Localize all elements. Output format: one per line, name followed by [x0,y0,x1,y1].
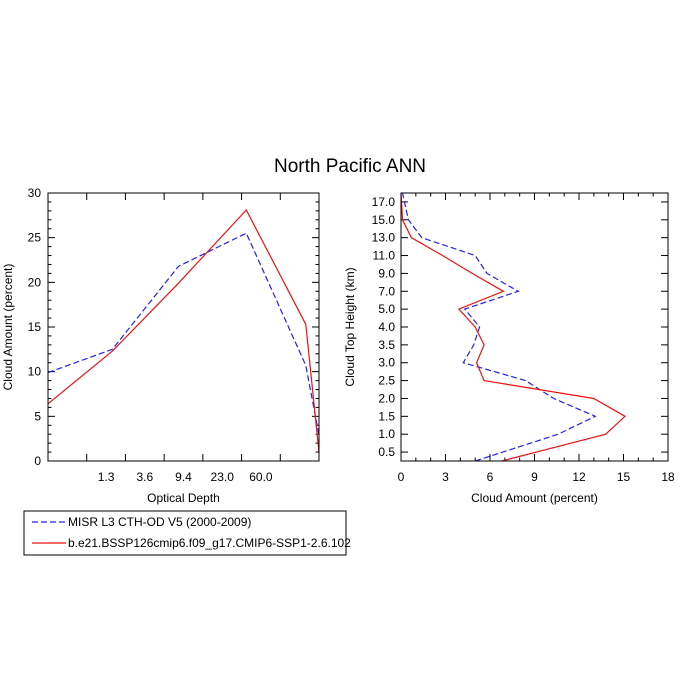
panel2-ytick-label: 7.0 [378,284,395,298]
panel1-xtick-label: 60.0 [249,470,273,484]
panel2-series [400,192,627,462]
panel2-ytick-label: 3.5 [378,338,395,352]
panel1-ytick-label: 25 [28,231,42,245]
panel2-frame [400,192,669,462]
panel2-xlabel: Cloud Amount (percent) [471,491,598,505]
legend-box [23,510,347,556]
panel1-ytick-label: 10 [28,365,42,379]
panel1-tick-labels: 0 5 10 15 20 25 30 1.3 3.6 9.4 23.0 60.0 [28,186,273,484]
panel2-xtick-label: 9 [531,470,538,484]
legend-label-2: b.e21.BSSP126cmip6.f09_g17.CMIP6-SSP1-2.… [68,536,351,550]
series-cesm-line [47,208,320,453]
panel-optical-depth: 0 5 10 15 20 25 30 1.3 3.6 9.4 23.0 60.0 Optical De… [1,186,320,505]
panel1-series [47,208,320,453]
panel2-xtick-label: 0 [398,470,405,484]
series-misr-line [47,232,320,436]
panel1-xtick-label: 23.0 [211,470,235,484]
panel1-ytick-label: 30 [28,186,42,200]
panel2-ytick-label: 0.5 [378,445,395,459]
panel2-ytick-label: 2.0 [378,391,395,405]
panel1-ytick-label: 20 [28,275,42,289]
legend-label-1: MISR L3 CTH-OD V5 (2000-2009) [68,515,251,529]
panel2-ytick-label: 1.5 [378,409,395,423]
panel2-ytick-label: 5.0 [378,302,395,316]
panel1-frame [47,192,320,462]
panel1-xtick-label: 9.4 [175,470,192,484]
panel1-xlabel: Optical Depth [147,491,220,505]
panel1-xtick-label: 1.3 [98,470,115,484]
panel2-ytick-label: 1.0 [378,427,395,441]
panel2-ytick-label: 15.0 [372,213,396,227]
series-cesm-line [400,192,627,462]
panel1-xtick-label: 3.6 [136,470,153,484]
panel-cloud-top-height: 0 3 6 9 12 15 18 0.5 1.0 1.5 2.0 2.5 3.0 3.5 4.0 5.0 7.0… [343,192,675,505]
panel2-ytick-label: 2.5 [378,374,395,388]
panel2-xtick-label: 18 [661,470,675,484]
panel2-xtick-label: 12 [572,470,586,484]
series-misr-line [401,192,597,462]
panel2-ytick-label: 17.0 [372,195,396,209]
panel2-ylabel: Cloud Top Height (km) [343,267,357,386]
panel2-ytick-label: 3.0 [378,356,395,370]
panel2-tick-labels: 0 3 6 9 12 15 18 0.5 1.0 1.5 2.0 2.5 3.0 3.5 4.0 5.0 7.0… [372,195,675,484]
panel2-xtick-label: 3 [442,470,449,484]
panel2-xtick-label: 15 [617,470,631,484]
panel1-ticks [48,192,319,462]
panel2-ytick-label: 9.0 [378,266,395,280]
panel1-ylabel: Cloud Amount (percent) [1,264,15,391]
panel2-xtick-label: 6 [487,470,494,484]
legend: MISR L3 CTH-OD V5 (2000-2009) b.e21.BSSP… [23,510,351,556]
panel1-ytick-label: 0 [34,454,41,468]
panel1-ytick-label: 5 [34,409,41,423]
panel2-ytick-label: 11.0 [373,249,396,263]
panel1-ytick-label: 15 [28,320,42,334]
panel2-ytick-label: 4.0 [378,320,395,334]
chart-title: North Pacific ANN [274,156,426,177]
panel2-ticks [400,193,669,461]
panel2-ytick-label: 13.0 [372,231,396,245]
